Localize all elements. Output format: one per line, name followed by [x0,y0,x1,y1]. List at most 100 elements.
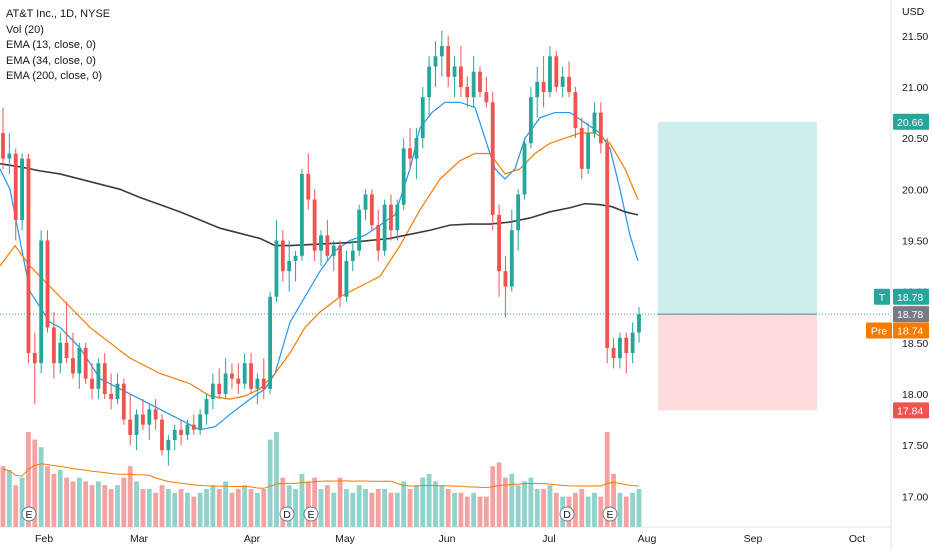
candle[interactable] [77,342,82,389]
candle[interactable] [109,373,114,410]
candle[interactable] [83,342,88,384]
candle[interactable] [560,66,565,98]
candle[interactable] [541,56,546,108]
candle[interactable] [293,250,298,282]
candle[interactable] [567,61,571,98]
dividend-marker[interactable]: D [279,506,295,522]
candle[interactable] [446,35,451,87]
candle[interactable] [535,66,540,118]
legend-volume[interactable]: Vol (20) [6,23,44,36]
candle[interactable] [478,66,482,98]
dividend-marker[interactable]: D [559,506,575,522]
candle[interactable] [548,46,552,98]
candle[interactable] [408,127,412,169]
candle[interactable] [58,332,63,374]
candle[interactable] [439,30,444,77]
candle[interactable] [249,353,253,394]
legend-ema34[interactable]: EMA (34, close, 0) [6,54,96,67]
candle[interactable] [605,138,610,364]
candle[interactable] [230,363,234,389]
candle[interactable] [64,301,69,364]
candle[interactable] [255,373,260,405]
candle[interactable] [179,419,183,446]
candle[interactable] [172,424,177,451]
candle[interactable] [261,358,266,400]
legend-ema13[interactable]: EMA (13, close, 0) [6,39,96,51]
candle[interactable] [71,332,75,379]
candle[interactable] [395,199,400,241]
candle[interactable] [490,92,495,231]
candle[interactable] [166,434,171,466]
candle[interactable] [427,56,432,118]
candle[interactable] [586,122,591,174]
candle[interactable] [20,153,24,231]
price-axis[interactable]: USD21.5021.0020.5020.0019.5019.0018.5018… [902,6,928,503]
candle[interactable] [280,230,285,282]
candle[interactable] [484,76,489,108]
candle[interactable] [32,332,37,405]
candle[interactable] [389,194,393,241]
candle[interactable] [420,86,425,149]
candle[interactable] [624,332,629,374]
candle[interactable] [471,56,476,108]
candle[interactable] [45,230,50,333]
candle[interactable] [121,378,126,425]
candle[interactable] [102,353,107,400]
candle[interactable] [153,399,158,430]
earnings-marker[interactable]: E [602,506,618,522]
candle[interactable] [459,46,463,98]
candle[interactable] [198,409,203,435]
candle[interactable] [357,204,362,256]
candle[interactable] [611,337,616,369]
candle[interactable] [128,393,133,446]
candle[interactable] [160,414,164,456]
candle[interactable] [325,220,330,261]
candle[interactable] [300,168,304,261]
candle[interactable] [26,153,31,364]
candle[interactable] [7,133,12,174]
candle[interactable] [242,353,247,389]
candle[interactable] [376,209,381,261]
candle[interactable] [319,230,323,267]
candle[interactable] [522,138,527,200]
candle[interactable] [204,393,209,425]
candle[interactable] [618,332,622,369]
candle[interactable] [185,419,190,441]
candle[interactable] [630,322,635,364]
candle[interactable] [134,409,139,451]
candle[interactable] [452,56,457,98]
candle[interactable] [236,363,241,394]
candle[interactable] [90,363,94,400]
candle[interactable] [350,240,355,272]
candle[interactable] [433,40,438,87]
candle[interactable] [191,414,196,435]
candle[interactable] [147,404,152,441]
candle[interactable] [223,358,228,400]
candle[interactable] [401,138,406,210]
candlesticks[interactable] [1,30,641,466]
candle[interactable] [13,148,18,241]
position-zones[interactable] [0,121,891,411]
candle[interactable] [637,306,641,343]
candle[interactable] [363,189,368,221]
candle[interactable] [39,230,44,374]
candle[interactable] [509,209,514,292]
profit-zone[interactable] [658,121,817,315]
earnings-marker[interactable]: E [21,506,37,522]
candle[interactable] [579,117,584,180]
candle[interactable] [497,204,501,297]
candle[interactable] [573,86,578,139]
candle[interactable] [598,102,603,154]
candle[interactable] [516,189,521,251]
legend-symbol[interactable]: AT&T Inc., 1D, NYSE [6,8,111,20]
candle[interactable] [1,107,5,169]
candle[interactable] [503,255,508,318]
candle[interactable] [414,127,419,180]
candle[interactable] [592,102,597,139]
candle[interactable] [96,358,101,400]
legend-ema200[interactable]: EMA (200, close, 0) [6,70,102,82]
candle[interactable] [369,189,374,231]
stop-zone[interactable] [658,314,817,411]
